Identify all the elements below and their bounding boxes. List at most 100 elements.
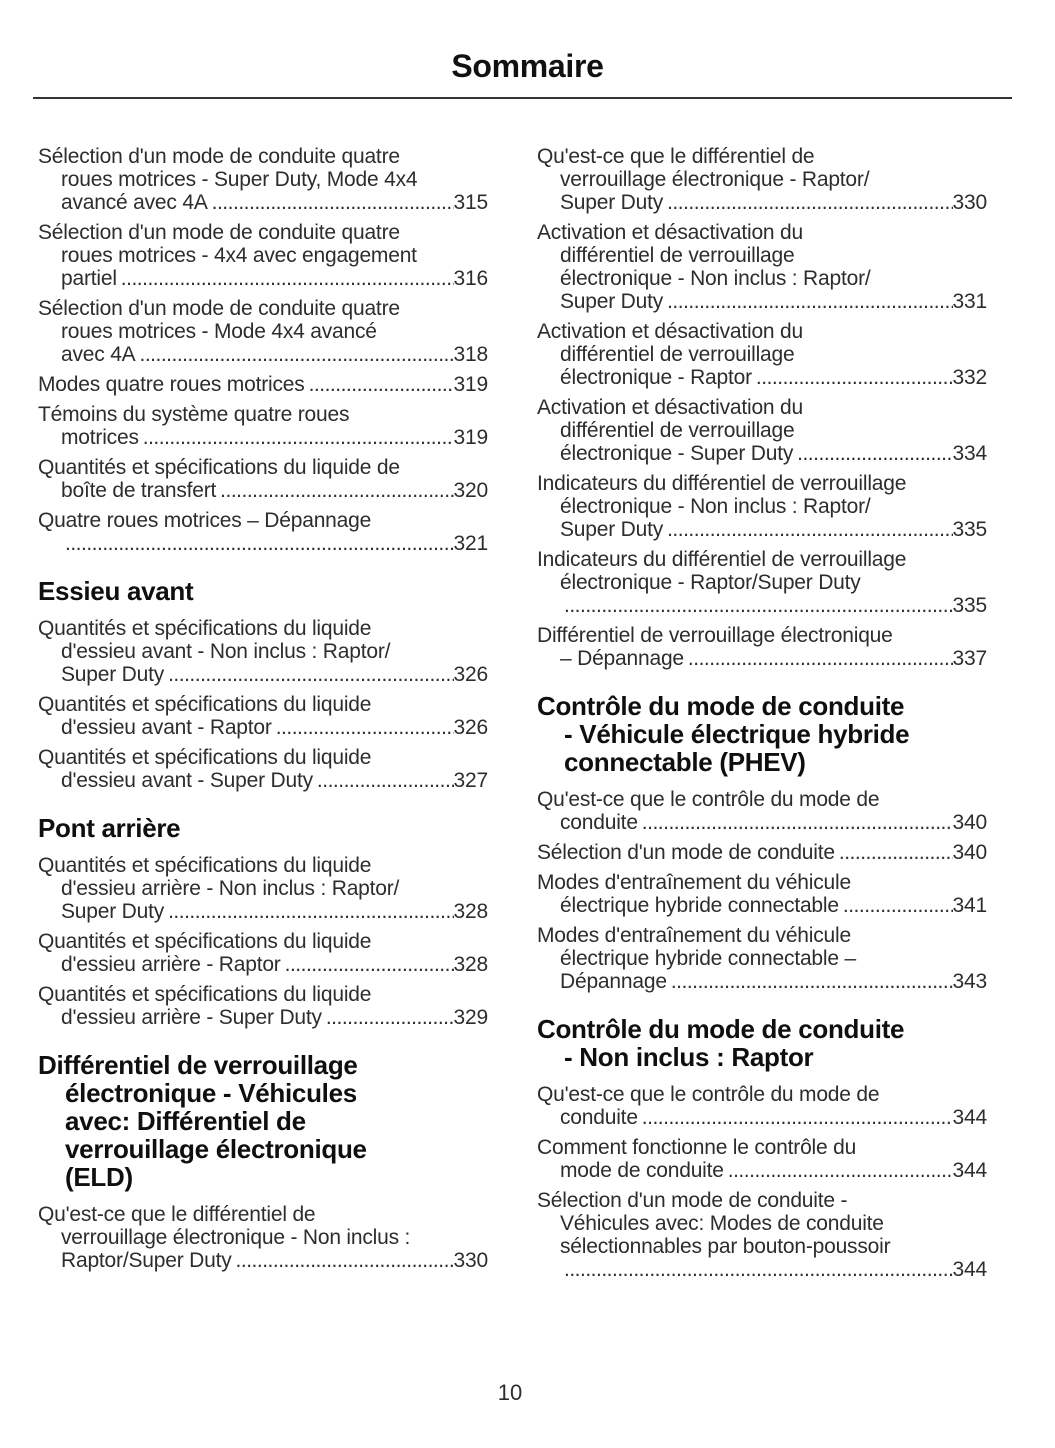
toc-entry[interactable]: Qu'est-ce que le différentiel de verrouil… — [537, 145, 987, 214]
dot-leader — [121, 267, 454, 290]
toc-entry[interactable]: Sélection d'un mode de conduite - Véhicul… — [537, 1189, 987, 1281]
dot-leader — [667, 290, 952, 313]
toc-entry-line: Quantités et spécifications du liquide — [38, 693, 372, 716]
toc-entry-text: d'essieu avant - Super Duty — [61, 769, 313, 792]
toc-entry-line: Témoins du système quatre roues — [38, 403, 350, 426]
toc-entry[interactable]: Quantités et spécifications du liquide d'… — [38, 746, 488, 792]
toc-entry-line: Qu'est-ce que le différentiel de — [38, 1203, 316, 1226]
toc-entry-lastline: Super Duty 328 — [38, 900, 488, 923]
dot-leader — [65, 532, 454, 555]
dot-leader — [236, 1249, 454, 1272]
toc-entry-line: électronique - Non inclus : Raptor/ — [560, 495, 871, 518]
toc-entry-page-number: 341 — [952, 894, 988, 917]
dot-leader — [839, 841, 953, 864]
toc-entry-line: Quantités et spécifications du liquide — [38, 746, 372, 769]
toc-entry[interactable]: Indicateurs du différentiel de verrouill… — [537, 548, 987, 617]
toc-entry-page-number: 343 — [952, 970, 988, 993]
toc-entry-line: Activation et désactivation du — [537, 396, 803, 419]
toc-entry-page-number: 344 — [952, 1106, 988, 1129]
section-heading: Contrôle du mode de conduite - Non inclus… — [537, 1015, 987, 1071]
toc-entry[interactable]: Quantités et spécifications du liquide d'… — [38, 930, 488, 976]
dot-leader — [139, 343, 453, 366]
toc-entry-page-number: 335 — [952, 594, 988, 617]
title-divider — [33, 97, 1012, 99]
toc-entry[interactable]: Quantités et spécifications du liquide d'… — [38, 854, 488, 923]
toc-entry-text: avancé avec 4A — [61, 191, 208, 214]
toc-entry-page-number: 321 — [453, 532, 489, 555]
toc-entry[interactable]: Sélection d'un mode de conduite quatre ro… — [38, 221, 488, 290]
toc-entry-line: Quatre roues motrices – Dépannage — [38, 509, 372, 532]
toc-entry[interactable]: Sélection d'un mode de conduite quatre ro… — [38, 145, 488, 214]
toc-entry-line: différentiel de verrouillage — [560, 419, 795, 442]
toc-entry[interactable]: Sélection d'un mode de conduite 340 — [537, 841, 987, 864]
toc-entry-line: Indicateurs du différentiel de verrouill… — [537, 472, 907, 495]
toc-entry-line: d'essieu arrière - Non inclus : Raptor/ — [61, 877, 400, 900]
toc-entry[interactable]: Comment fonctionne le contrôle du mode de… — [537, 1136, 987, 1182]
toc-entry[interactable]: Quantités et spécifications du liquide d'… — [38, 983, 488, 1029]
toc-entry-text: d'essieu arrière - Raptor — [61, 953, 281, 976]
toc-entry-line: Quantités et spécifications du liquide — [38, 983, 372, 1006]
section-heading-line: (ELD) — [65, 1162, 133, 1192]
toc-entry-page-number: 327 — [453, 769, 489, 792]
toc-entry[interactable]: Quantités et spécifications du liquide d'… — [38, 617, 488, 686]
toc-entry-page-number: 332 — [952, 366, 988, 389]
toc-entry[interactable]: Qu'est-ce que le contrôle du mode de cond… — [537, 788, 987, 834]
toc-entry[interactable]: Quantités et spécifications du liquide d… — [38, 456, 488, 502]
toc-entry-page-number: 319 — [453, 373, 489, 396]
toc-entry-lastline: Sélection d'un mode de conduite 340 — [537, 841, 987, 864]
section-heading: Contrôle du mode de conduite - Véhicule é… — [537, 692, 987, 776]
section-heading-line: électronique - Véhicules — [65, 1078, 357, 1108]
section-heading-line: - Véhicule électrique hybride — [564, 719, 910, 749]
toc-entry[interactable]: Modes d'entraînement du véhicule électriq… — [537, 924, 987, 993]
toc-entry-text: Modes quatre roues motrices — [38, 373, 305, 396]
toc-entry[interactable]: Sélection d'un mode de conduite quatre ro… — [38, 297, 488, 366]
toc-entry-page-number: 330 — [952, 191, 988, 214]
toc-entry-page-number: 335 — [952, 518, 988, 541]
toc-entry-lastline: – Dépannage 337 — [537, 647, 987, 670]
section-heading-line: Essieu avant — [38, 576, 194, 606]
toc-entry[interactable]: Indicateurs du différentiel de verrouill… — [537, 472, 987, 541]
toc-entry[interactable]: Différentiel de verrouillage électroniqu… — [537, 624, 987, 670]
page-number: 10 — [497, 1380, 523, 1405]
toc-entry-line: Qu'est-ce que le contrôle du mode de — [537, 1083, 880, 1106]
toc-entry-page-number: 344 — [952, 1258, 988, 1281]
toc-entry-line: Indicateurs du différentiel de verrouill… — [537, 548, 907, 571]
toc-entry-page-number: 337 — [952, 647, 988, 670]
dot-leader — [728, 1159, 953, 1182]
dot-leader — [642, 1106, 953, 1129]
toc-entry-line: électronique - Raptor/Super Duty — [560, 571, 861, 594]
toc-entry[interactable]: Modes d'entraînement du véhicule électriq… — [537, 871, 987, 917]
toc-entry-text: Super Duty — [560, 290, 664, 313]
toc-entry[interactable]: Activation et désactivation du différenti… — [537, 396, 987, 465]
section-heading-line: verrouillage électronique — [65, 1134, 367, 1164]
dot-leader — [168, 900, 453, 923]
toc-entry[interactable]: Activation et désactivation du différenti… — [537, 320, 987, 389]
toc-entry-line: Sélection d'un mode de conduite - — [537, 1189, 848, 1212]
toc-entry[interactable]: Quatre roues motrices – Dépannage 321 — [38, 509, 488, 555]
toc-entry[interactable]: Qu'est-ce que le différentiel de verrouil… — [38, 1203, 488, 1272]
toc-entry[interactable]: Activation et désactivation du différenti… — [537, 221, 987, 313]
toc-entry-line: Quantités et spécifications du liquide — [38, 854, 372, 877]
toc-entry-page-number: 319 — [453, 426, 489, 449]
toc-entry-lastline: Super Duty 330 — [537, 191, 987, 214]
dot-leader — [220, 479, 453, 502]
toc-entry-line: Activation et désactivation du — [537, 221, 803, 244]
toc-entry-lastline: Dépannage 343 — [537, 970, 987, 993]
toc-entry-lastline: avancé avec 4A 315 — [38, 191, 488, 214]
toc-entry-line: verrouillage électronique - Non inclus : — [61, 1226, 411, 1249]
toc-entry[interactable]: Modes quatre roues motrices 319 — [38, 373, 488, 396]
section-heading-line: Différentiel de verrouillage — [38, 1050, 358, 1080]
toc-entry-text: motrices — [61, 426, 139, 449]
toc-entry-line: électronique - Non inclus : Raptor/ — [560, 267, 871, 290]
toc-entry-line: roues motrices - Mode 4x4 avancé — [61, 320, 377, 343]
toc-entry[interactable]: Quantités et spécifications du liquide d'… — [38, 693, 488, 739]
toc-entry-line: Quantités et spécifications du liquide — [38, 617, 372, 640]
toc-entry-page-number: 320 — [453, 479, 489, 502]
page-title: Sommaire — [451, 48, 604, 84]
toc-entry-text: électrique hybride connectable — [560, 894, 839, 917]
dot-leader — [285, 953, 454, 976]
toc-entry[interactable]: Qu'est-ce que le contrôle du mode de cond… — [537, 1083, 987, 1129]
dot-leader — [276, 716, 454, 739]
toc-entry-lastline: électrique hybride connectable 341 — [537, 894, 987, 917]
